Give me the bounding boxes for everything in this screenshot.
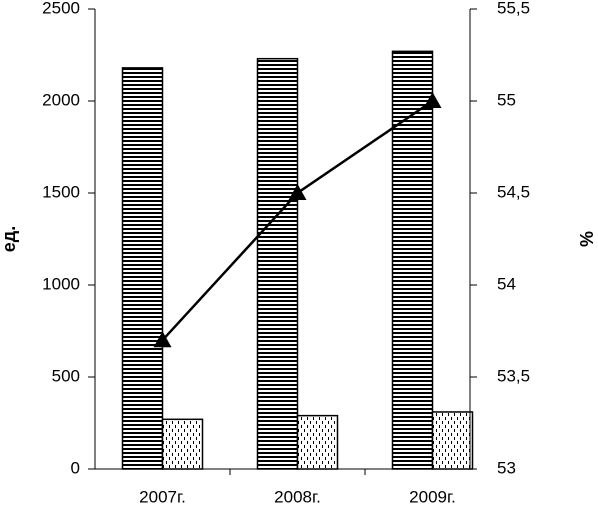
y-tick-label: 2500 xyxy=(42,0,80,17)
y2-tick-label: 54 xyxy=(497,274,516,293)
x-tick-label: 2007г. xyxy=(139,487,186,506)
bar xyxy=(391,50,434,470)
y-tick-label: 1000 xyxy=(42,274,80,293)
bar xyxy=(121,67,164,470)
y-tick-label: 500 xyxy=(52,366,80,385)
y-tick-label: 0 xyxy=(71,458,80,477)
y2-tick-label: 55 xyxy=(497,90,516,109)
x-tick-label: 2008г. xyxy=(274,487,321,506)
marker xyxy=(423,92,442,108)
x-tick-label: 2009г. xyxy=(409,487,456,506)
bar xyxy=(431,411,474,470)
y-tick-label: 1500 xyxy=(42,182,80,201)
y2-tick-label: 54,5 xyxy=(497,182,530,201)
y2-tick-label: 53,5 xyxy=(497,366,530,385)
bar xyxy=(296,414,339,470)
bar xyxy=(161,418,204,470)
y-tick-label: 2000 xyxy=(42,90,80,109)
y2-axis-title: % xyxy=(577,231,597,247)
y-axis-title: ед. xyxy=(0,226,19,252)
marker xyxy=(153,331,172,348)
marker xyxy=(288,184,307,200)
bar xyxy=(256,57,299,470)
y2-tick-label: 55,5 xyxy=(497,0,530,17)
y2-tick-label: 53 xyxy=(497,458,516,477)
